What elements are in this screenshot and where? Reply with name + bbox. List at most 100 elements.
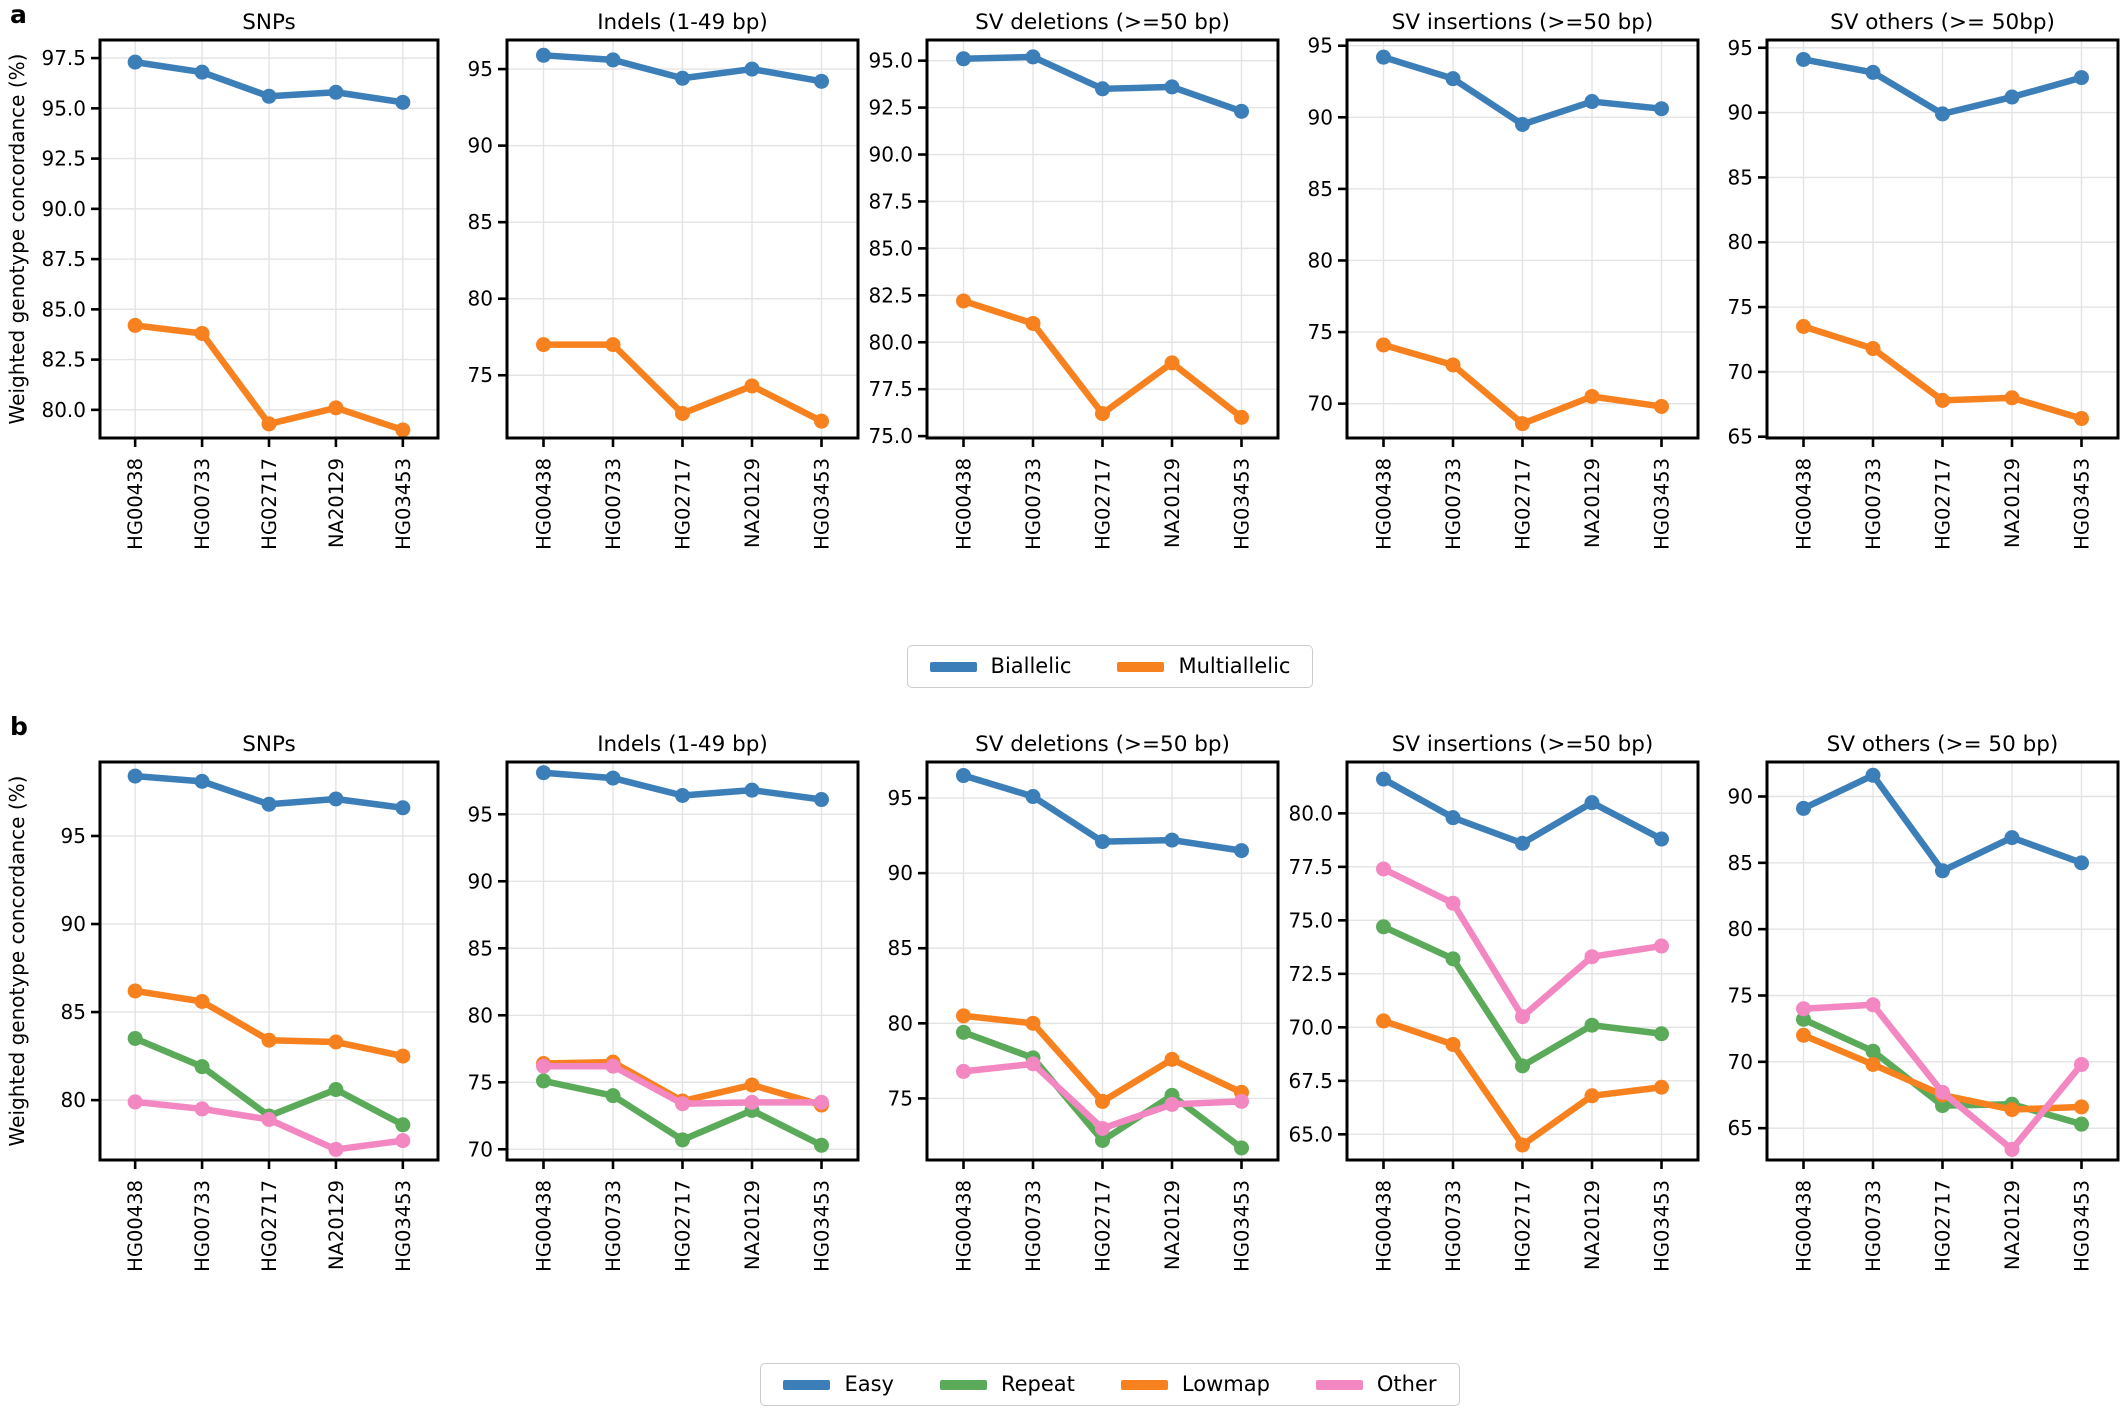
data-point: [536, 47, 552, 63]
x-tick-label: HG00438: [124, 1180, 147, 1272]
y-axis-title: Weighted genotype concordance (%): [5, 776, 29, 1147]
chart-title: SV others (>= 50bp): [1830, 10, 2055, 35]
data-point: [1935, 863, 1950, 879]
series-easy: [127, 768, 411, 816]
series-multiallelic: [1796, 319, 2089, 427]
data-point: [1865, 1043, 1881, 1059]
line-chart: 65 70 75 80 85 90 HG00438 HG00733 HG02717 NA20129…: [1728, 732, 2120, 1272]
x-tick-label: NA20129: [2001, 458, 2024, 548]
y-tick-label: 80.0: [868, 330, 913, 354]
data-point: [328, 1141, 344, 1157]
series-multiallelic: [536, 337, 829, 429]
data-point: [2004, 89, 2020, 105]
data-point: [1445, 71, 1461, 87]
data-point: [1376, 49, 1392, 65]
data-point: [328, 791, 344, 807]
row-b-label: b: [10, 712, 28, 741]
x-tick-label: HG00438: [1793, 1180, 1816, 1272]
data-point: [536, 1073, 552, 1089]
data-point: [1445, 357, 1461, 373]
y-tick-label: 77.5: [868, 377, 913, 401]
data-point: [744, 61, 760, 77]
y-tick-label: 75: [1308, 320, 1333, 344]
chart-title: SV others (>= 50 bp): [1827, 732, 2059, 757]
row-b-charts: 80 85 90 95 HG00438 HG00733 HG02717 NA20129 HG03…: [0, 728, 2125, 1357]
data-point: [194, 64, 210, 80]
data-point: [1445, 1036, 1461, 1052]
y-tick-label: 95: [468, 802, 493, 826]
gridlines: [1767, 40, 2118, 438]
data-point: [127, 317, 143, 333]
x-tick-label: HG02717: [672, 1180, 695, 1272]
chart-a-sv-others: 65 70 75 80 85 90 95 HG00438 HG00733 HG02717 NA201…: [1705, 6, 2125, 635]
x-tick-label: HG00733: [1022, 1180, 1045, 1272]
y-tick-label: 75.0: [868, 424, 913, 448]
data-point: [127, 1094, 143, 1110]
legend-swatch-easy: [783, 1379, 831, 1390]
data-point: [1796, 1001, 1812, 1017]
chart-title: SNPs: [242, 732, 296, 757]
data-point: [1935, 392, 1950, 408]
data-point: [1164, 1096, 1180, 1112]
x-tick-label: HG03453: [392, 458, 415, 550]
gridlines: [927, 40, 1278, 438]
data-point: [1515, 416, 1530, 432]
y-tick-label: 95: [468, 57, 493, 81]
data-point: [2073, 855, 2089, 871]
x-tick-label: HG02717: [1512, 1180, 1535, 1272]
x-axis: HG00438 HG00733 HG02717 NA20129 HG03453: [1793, 438, 2093, 550]
x-tick-label: HG02717: [1092, 1180, 1115, 1272]
legend-label: Easy: [844, 1372, 894, 1396]
data-point: [395, 94, 411, 110]
y-tick-label: 95: [1308, 34, 1333, 58]
legend-b-wrap: Easy Repeat Lowmap Other: [0, 1363, 2125, 1406]
data-point: [2073, 70, 2089, 86]
y-tick-label: 75: [1728, 295, 1753, 319]
x-tick-label: HG02717: [672, 458, 695, 550]
data-point: [1865, 997, 1881, 1013]
y-tick-label: 95: [1728, 36, 1753, 60]
x-axis: HG00438 HG00733 HG02717 NA20129 HG03453: [1793, 1160, 2093, 1272]
data-point: [813, 1137, 829, 1153]
data-point: [261, 796, 277, 812]
y-axis: 75 80 85 90 95: [468, 57, 507, 387]
x-tick-label: HG00438: [1373, 1180, 1396, 1272]
x-tick-label: NA20129: [325, 1180, 348, 1270]
data-point: [1025, 789, 1041, 805]
data-point: [813, 413, 829, 429]
chart-title: SV insertions (>=50 bp): [1392, 732, 1654, 757]
x-tick-label: HG00438: [953, 1180, 976, 1272]
data-point: [605, 1058, 621, 1074]
y-tick-label: 90: [61, 912, 86, 936]
y-tick-label: 70.0: [1288, 1015, 1333, 1039]
gridlines: [507, 40, 858, 438]
y-tick-label: 75.0: [1288, 908, 1333, 932]
series-biallelic: [1376, 49, 1669, 132]
data-point: [1865, 64, 1881, 80]
data-point: [1025, 315, 1041, 331]
chart-b-sv-deletions: 75 80 85 90 95 HG00438 HG00733 HG02717 NA20129 HG…: [865, 728, 1285, 1357]
y-tick-label: 72.5: [1288, 962, 1333, 986]
series-biallelic: [127, 54, 411, 110]
x-tick-label: NA20129: [2001, 1180, 2024, 1270]
data-point: [956, 51, 972, 67]
y-axis: 80 85 90 95: [61, 824, 100, 1112]
x-tick-label: HG03453: [2070, 458, 2093, 550]
y-tick-label: 80: [468, 1003, 493, 1027]
y-tick-label: 90: [1728, 101, 1753, 125]
y-tick-label: 65: [1728, 425, 1753, 449]
y-tick-label: 95: [61, 824, 86, 848]
y-tick-label: 67.5: [1288, 1069, 1333, 1093]
series-easy: [1376, 771, 1669, 851]
data-point: [675, 1096, 690, 1112]
x-tick-label: HG03453: [392, 1180, 415, 1272]
line-chart: 65 70 75 80 85 90 95 HG00438 HG00733 HG02717 NA201…: [1728, 10, 2120, 550]
line-chart: 70 75 80 85 90 95 HG00438 HG00733 HG02717 NA20129…: [1308, 10, 1700, 550]
x-tick-label: HG00733: [1442, 458, 1465, 550]
gridlines: [100, 762, 438, 1160]
line-chart: 75.0 77.5 80.0 82.5 85.0 87.5 90.0 92.5 95.0 HG00…: [868, 10, 1280, 550]
data-point: [1584, 1088, 1600, 1104]
y-tick-label: 75: [468, 363, 493, 387]
